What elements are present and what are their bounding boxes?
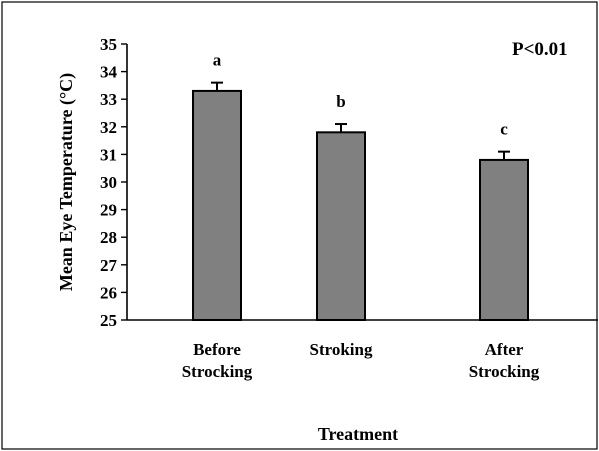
y-tick-label: 30 [100, 173, 117, 192]
x-axis-tick-labels: Before Strocking Stroking After Strocking [182, 340, 540, 381]
significance-letter: c [500, 120, 508, 139]
significance-letter: b [336, 92, 345, 111]
y-tick-label: 28 [100, 228, 117, 247]
bar [316, 131, 366, 321]
y-tick-label: 31 [100, 145, 117, 164]
bar [192, 89, 242, 321]
x-axis-title: Treatment [318, 424, 398, 444]
y-tick-label: 29 [100, 201, 117, 220]
y-tick-label: 32 [100, 118, 117, 137]
y-tick-label: 27 [100, 256, 118, 275]
y-axis-ticks: 25 26 27 28 29 30 31 32 33 34 35 [100, 35, 127, 330]
x-tick-label: Stroking [310, 340, 373, 359]
y-tick-label: 25 [100, 311, 117, 330]
y-axis-title: Mean Eye Temperature (°C) [56, 73, 77, 291]
significance-letter: a [213, 51, 222, 70]
y-tick-label: 34 [100, 63, 118, 82]
x-tick-label: After Strocking [469, 340, 540, 381]
significance-annotation: P<0.01 [512, 39, 568, 60]
bar [479, 158, 529, 321]
y-tick-label: 33 [100, 90, 117, 109]
y-tick-label: 26 [100, 283, 117, 302]
x-tick-label: Before Strocking [182, 340, 253, 381]
y-tick-label: 35 [100, 35, 117, 54]
